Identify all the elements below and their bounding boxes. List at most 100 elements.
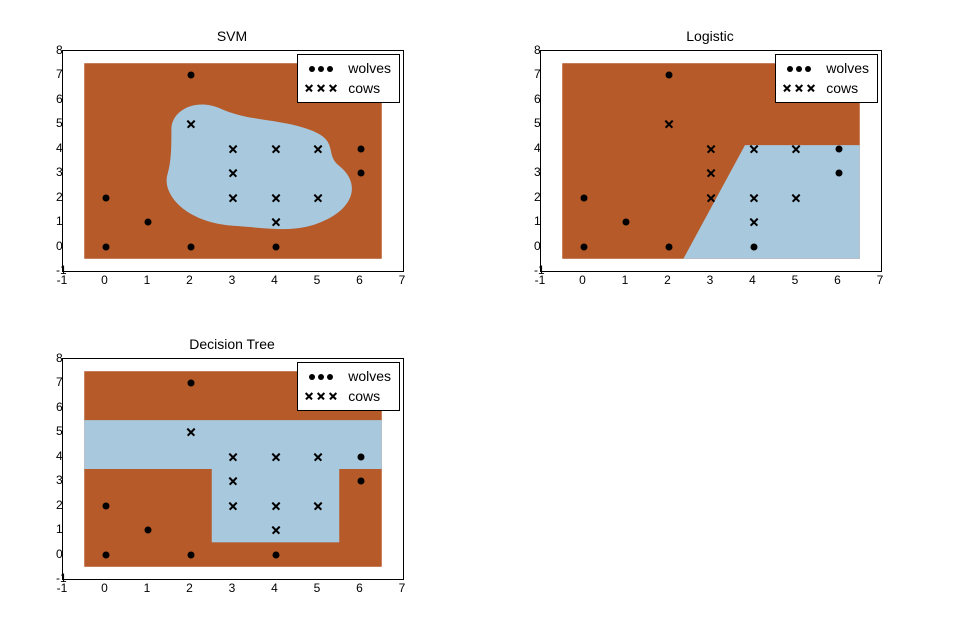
plot-title: SVM	[62, 28, 402, 44]
dot-icon	[327, 66, 333, 72]
legend-entry: wolves	[304, 367, 391, 387]
cow-point	[313, 144, 323, 154]
cow-point	[228, 193, 238, 203]
plot-area: wolvescows	[62, 358, 404, 580]
subplot-decision-tree: Decision Treewolvescows-101234567-101234…	[62, 358, 402, 578]
cross-icon	[317, 392, 326, 401]
legend-label: wolves	[348, 367, 391, 387]
cow-point	[749, 193, 759, 203]
wolf-point	[145, 527, 152, 534]
xtick	[106, 579, 107, 580]
cow-point	[228, 144, 238, 154]
plot-area: wolvescows	[62, 50, 404, 272]
xtick	[584, 271, 585, 272]
cow-point	[664, 119, 674, 129]
dot-icon	[318, 66, 324, 72]
cow-point	[706, 168, 716, 178]
xtick	[148, 271, 149, 272]
cross-icon	[807, 84, 816, 93]
xtick-label: 7	[399, 581, 406, 595]
wolf-point	[580, 243, 587, 250]
xtick	[233, 579, 234, 580]
dot-icon	[796, 66, 802, 72]
dot-icon	[309, 374, 315, 380]
wolf-point	[357, 453, 364, 460]
xtick-label: 6	[356, 581, 363, 595]
xtick	[318, 579, 319, 580]
wolf-point	[665, 243, 672, 250]
wolf-point	[272, 243, 279, 250]
xtick	[361, 271, 362, 272]
wolf-point	[102, 194, 109, 201]
cross-icon	[305, 84, 314, 93]
xtick-label: 2	[186, 273, 193, 287]
subplot-svm: SVMwolvescows-101234567-1012345678	[62, 50, 402, 270]
cow-point	[791, 144, 801, 154]
xtick-label: 7	[399, 273, 406, 287]
xtick-label: 6	[834, 273, 841, 287]
xtick-label: 3	[707, 273, 714, 287]
xtick-label: 4	[749, 273, 756, 287]
cow-point	[271, 144, 281, 154]
xtick	[754, 271, 755, 272]
legend-entry: cows	[782, 79, 869, 99]
cross-icon	[329, 392, 338, 401]
wolf-point	[357, 145, 364, 152]
xtick-label: 5	[314, 273, 321, 287]
wolf-point	[835, 145, 842, 152]
cow-point	[706, 193, 716, 203]
xtick-label: 0	[579, 273, 586, 287]
xtick	[839, 271, 840, 272]
plot-title: Decision Tree	[62, 336, 402, 352]
wolf-point	[102, 502, 109, 509]
xtick	[626, 271, 627, 272]
cow-point	[706, 144, 716, 154]
dot-icon	[805, 66, 811, 72]
legend-label: wolves	[348, 59, 391, 79]
xtick	[403, 271, 404, 272]
legend-entry: cows	[304, 387, 391, 407]
xtick-label: 2	[664, 273, 671, 287]
xtick-label: 4	[271, 273, 278, 287]
xtick	[711, 271, 712, 272]
dot-icon	[318, 374, 324, 380]
legend: wolvescows	[775, 54, 878, 103]
legend-label: cows	[348, 387, 380, 407]
xtick-label: 5	[792, 273, 799, 287]
cow-point	[271, 452, 281, 462]
wolf-point	[665, 72, 672, 79]
xtick-label: 6	[356, 273, 363, 287]
wolf-point	[145, 219, 152, 226]
xtick-label: 4	[271, 581, 278, 595]
xtick-label: 1	[622, 273, 629, 287]
legend-label: cows	[826, 79, 858, 99]
cow-point	[313, 193, 323, 203]
cross-icon	[783, 84, 792, 93]
cow-point	[749, 144, 759, 154]
cow-point	[791, 193, 801, 203]
xtick	[276, 271, 277, 272]
xtick	[233, 271, 234, 272]
dot-icon	[787, 66, 793, 72]
xtick	[191, 271, 192, 272]
wolf-point	[187, 243, 194, 250]
xtick-label: 2	[186, 581, 193, 595]
cow-point	[228, 476, 238, 486]
dot-icon	[309, 66, 315, 72]
cow-point	[271, 193, 281, 203]
wolf-point	[750, 243, 757, 250]
xtick	[669, 271, 670, 272]
wolf-point	[187, 551, 194, 558]
legend-label: cows	[348, 79, 380, 99]
xtick-label: 5	[314, 581, 321, 595]
legend: wolvescows	[297, 362, 400, 411]
xtick	[276, 579, 277, 580]
dot-icon	[327, 374, 333, 380]
xtick	[318, 271, 319, 272]
legend-entry: wolves	[304, 59, 391, 79]
wolf-point	[357, 170, 364, 177]
wolf-point	[102, 551, 109, 558]
cow-point	[186, 427, 196, 437]
xtick-label: 3	[229, 273, 236, 287]
cow-point	[271, 501, 281, 511]
